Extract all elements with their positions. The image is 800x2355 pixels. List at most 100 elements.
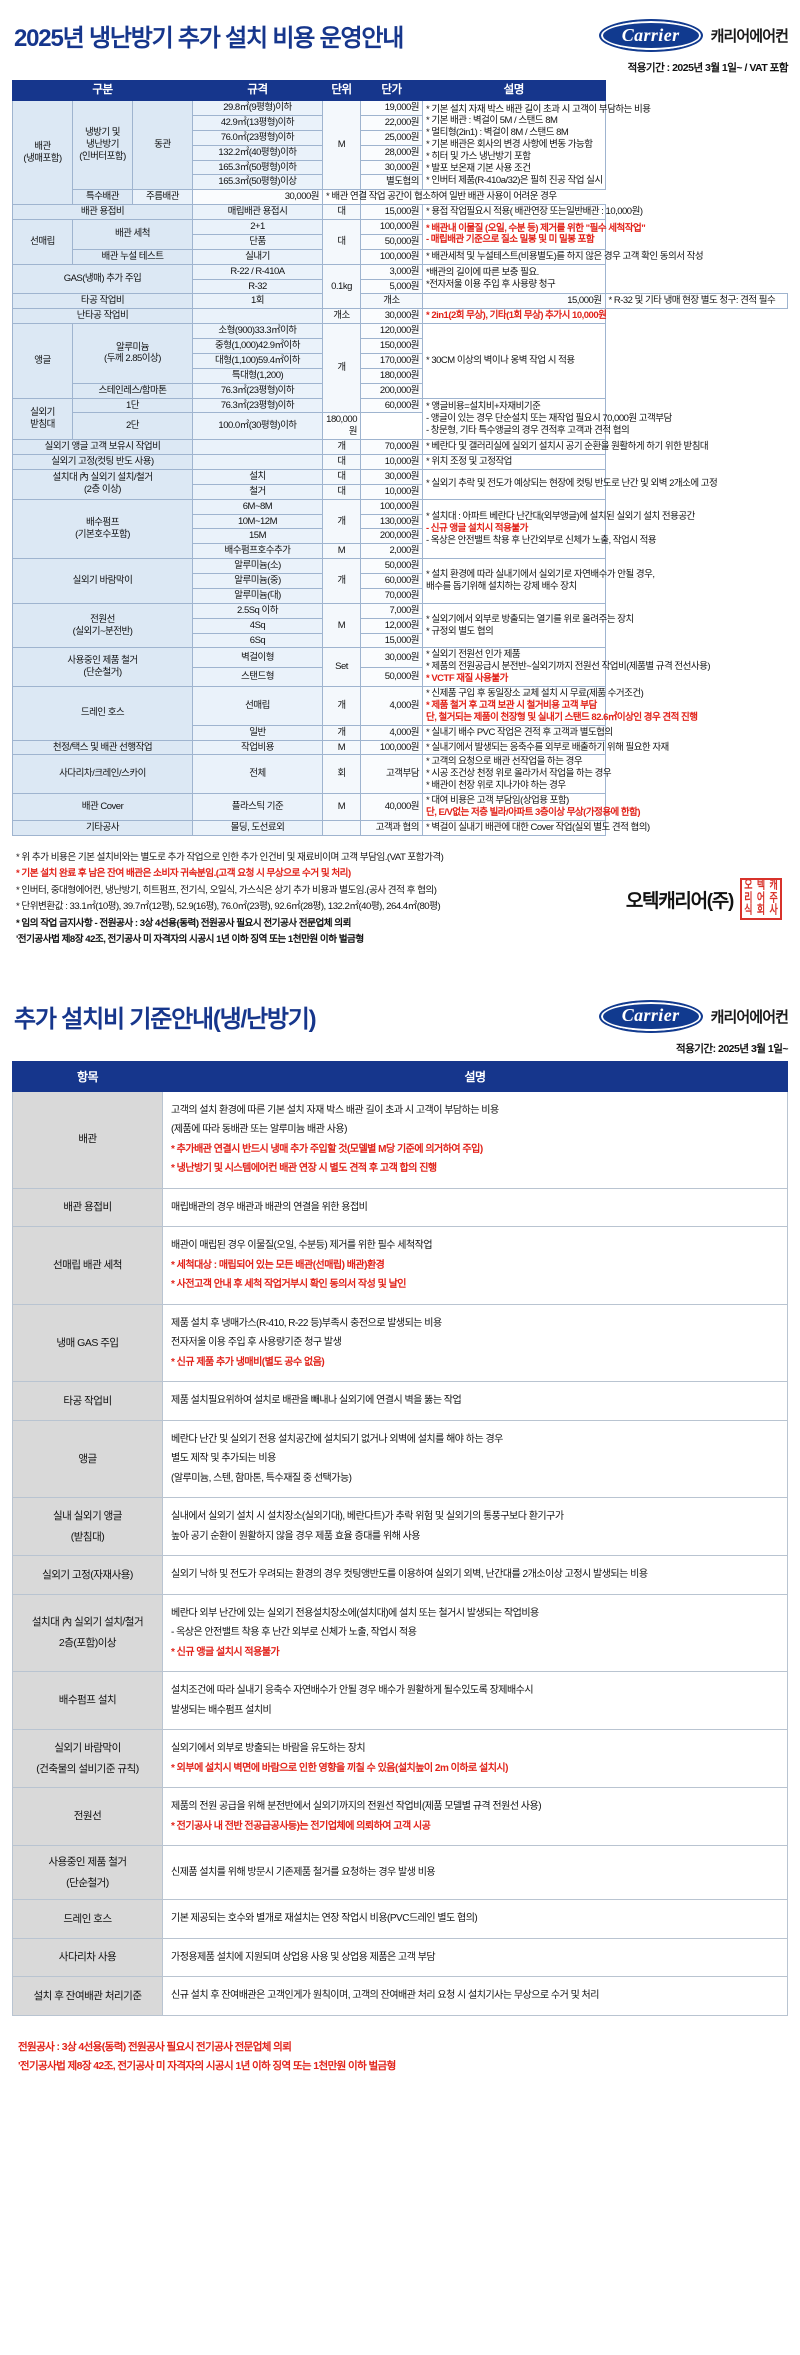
- cell-price: 30,000원: [360, 468, 423, 485]
- table-row: 앵글 베란다 난간 및 실외기 전용 설치공간에 설치되기 없거나 외벽에 설치를…: [12, 1419, 788, 1499]
- cell-item: 냉매 GAS 주입: [12, 1303, 163, 1383]
- table-row: 배관 Cover 플라스틱 기준 M 40,000원 * 대여 비용은 고객 부담임(상…: [12, 793, 788, 821]
- cell-description: 실내에서 실외기 설치 시 설치장소(실외기대), 베란다트)가 추락 위험 및…: [162, 1497, 788, 1557]
- cell-item: 선매립 배관 세척: [12, 1226, 163, 1305]
- cell-item: 사용중인 제품 철거 (단순철거): [12, 1845, 163, 1901]
- cell-price: 100,000원: [360, 219, 423, 235]
- cell-subcategory: 스테인레스/함마톤: [72, 382, 193, 399]
- cell-spec: 알루미늄(소): [192, 558, 323, 574]
- cell-price: 200,000원: [360, 382, 423, 399]
- cell-spec: 6Sq: [192, 632, 323, 649]
- table-row: 실외기 고정(컷팅 반도 사용) 대 10,000원 * 위치 조정 및 고정작업: [12, 454, 788, 470]
- table-row: 난타공 작업비 개소 30,000원 * 2in1(2회 무상), 기타(1회 무상)…: [12, 308, 788, 325]
- table-row: 실외기 바람막이 (건축물의 설비기준 규칙) 실외기에서 외부로 방출되는 바람을…: [12, 1729, 788, 1789]
- cell-spec: 스탠드형: [192, 666, 323, 688]
- section1-title: 2025년 냉난방기 추가 설치 비용 운영안내: [14, 25, 404, 52]
- cell-description: 설치조건에 따라 실내기 응축수 자연배수가 안될 경우 배수가 원활하게 될수…: [162, 1671, 788, 1731]
- table-row: 132.2㎡(40평형)이하 28,000원: [13, 144, 788, 161]
- cell-spec: 매립배관 용접시: [192, 204, 323, 220]
- cell-subsubcategory: 동관: [132, 99, 193, 191]
- section1-notes: * 위 추가 비용은 기본 설치비와는 별도로 추가 작업으로 인한 추가 인건…: [16, 850, 444, 949]
- cell-subsubcategory: 특수배관: [72, 189, 133, 206]
- table-row: 스테인레스/함마톤 76.3㎡(23평형)이하 200,000원: [13, 382, 788, 399]
- note-line: * 인버터, 중대형에어컨, 냉난방기, 히트펌프, 전기식, 오일식, 가스식…: [16, 884, 437, 896]
- cell-item: 설치 후 잔여배관 처리기준: [12, 1976, 163, 2016]
- cell-spec: 100.0㎡(30평형)이하: [192, 412, 323, 441]
- cell-item: 앵글: [12, 1419, 163, 1499]
- cell-description: * 실내기에서 발생되는 응축수를 외부로 배출하기 위해 필요한 자재: [422, 739, 669, 756]
- table-row: 드레인 호스 기본 제공되는 호수와 별개로 재설치는 연장 작업시 비용(PVC…: [12, 1899, 788, 1939]
- table-row: 설치 후 잔여배관 처리기준 신규 설치 후 잔여배관은 고객인게가 원칙이며, …: [12, 1976, 788, 2016]
- cell-category: 배수펌프 (기본호수포함): [12, 498, 193, 560]
- cell-description: * 베란다 및 갤러리실에 실외기 설치시 공기 순환을 원활하게 하기 위한 …: [422, 439, 709, 455]
- cell-description: 배관이 매립된 경우 이물질(오일, 수분등) 제거를 위한 필수 세척작업 * …: [162, 1226, 788, 1305]
- section2-footer-note: 전원공사 : 3상 4선용(동력) 전원공사 필요시 전기공사 전문업체 의뢰 '…: [0, 2016, 800, 2093]
- col2-item: 항목: [12, 1060, 163, 1092]
- table-row: 철거 대 10,000원: [13, 483, 788, 500]
- cell-price: 2,000원: [360, 543, 423, 560]
- cell-category: GAS(냉매) 추가 주입: [12, 263, 193, 295]
- cell-category: 난타공 작업비: [12, 308, 193, 325]
- cell-price: 150,000원: [360, 338, 423, 354]
- cell-price: 30,000원: [360, 308, 423, 325]
- cell-price: 200,000원: [360, 528, 423, 545]
- table-row: GAS(냉매) 추가 주입 R-22 / R-410A 0.1kg 3,000원 *배관…: [12, 263, 788, 310]
- cell-description: 신규 설치 후 잔여배관은 고객인게가 원칙이며, 고객의 잔여배관 처리 요청…: [162, 1976, 788, 2016]
- cell-price: 50,000원: [360, 558, 423, 574]
- cell-description: * 고객의 요청으로 배관 선작업을 하는 경우 * 시공 조건상 천정 위로 올…: [422, 754, 612, 794]
- cell-price: 100,000원: [360, 739, 423, 756]
- cell-unit: [322, 819, 361, 836]
- cell-category: 사다리차/크레인/스카이: [12, 754, 193, 794]
- carrier-logo-2: Carrier 캐리어에어컨: [598, 999, 789, 1033]
- cell-description: * 실내기 배수 PVC 작업은 견적 후 고객과 별도협의: [422, 724, 613, 741]
- cell-spec: 특대형(1,200): [192, 367, 323, 384]
- section1-period: 적용기간 : 2025년 3월 1일~ / VAT 포함: [627, 62, 789, 74]
- table-row: 배관 고객의 설치 환경에 따른 기본 설치 자재 박스 배관 길이 초과 시 고…: [12, 1090, 788, 1189]
- footer-line: 전원공사 : 3상 4선용(동력) 전원공사 필요시 전기공사 전문업체 의뢰: [18, 2040, 292, 2053]
- col-category: 구분: [12, 80, 193, 101]
- table-row: 배관 용접비 매립배관의 경우 배관과 배관의 연결을 위한 용접비: [12, 1187, 788, 1228]
- cell-spec: 76.3㎡(23평형)이하: [192, 382, 323, 399]
- table-row: 실외기 바람막이 알루미늄(소) 개 50,000원 * 설치 환경에 따라 실내기에서…: [12, 558, 788, 604]
- cell-item: 드레인 호스: [12, 1899, 163, 1939]
- cell-description: * 신제품 구입 후 동일장소 교체 설치 시 무료(제품 수거조건) * 제품 …: [422, 686, 698, 726]
- cell-unit: 0.1kg: [322, 263, 361, 310]
- cell-item: 실내 실외기 앵글 (받침대): [12, 1497, 163, 1557]
- table-row: 설치대 內 실외기 설치/철거 (2층 이상) 설치 대 30,000원 * 실외기 추락…: [12, 468, 788, 500]
- cell-price: 25,000원: [360, 129, 423, 146]
- cell-item: 실외기 고정(자재사용): [12, 1555, 163, 1595]
- cell-unit: 개소: [360, 293, 423, 310]
- cell-unit: 대: [322, 468, 361, 485]
- col2-description: 설명: [162, 1060, 788, 1092]
- table-row: 배수펌프 (기본호수포함) 6M~8M 개 100,000원 * 설치대 : 아파트 베란…: [12, 498, 788, 560]
- cell-price: 15,000원: [360, 204, 423, 220]
- cell-spec: 132.2㎡(40평형)이하: [192, 144, 323, 161]
- cell-spec: 76.0㎡(23평형)이하: [192, 129, 323, 146]
- cell-item: 배수펌프 설치: [12, 1671, 163, 1731]
- cell-price: 70,000원: [360, 587, 423, 604]
- document-page: 2025년 냉난방기 추가 설치 비용 운영안내 Carrier 캐리어에어컨 …: [0, 19, 800, 2093]
- cell-unit: 개: [322, 724, 361, 741]
- cell-item: 배관 용접비: [12, 1187, 163, 1228]
- cell-spec: 선매립: [192, 686, 323, 726]
- cell-subcategory: 1단: [72, 397, 193, 414]
- cell-unit: Set: [322, 647, 361, 687]
- cell-unit: 개: [322, 439, 361, 455]
- cell-category: 기타공사: [12, 819, 193, 836]
- cell-price: 28,000원: [360, 144, 423, 161]
- table-row: 실내 실외기 앵글 (받침대) 실내에서 실외기 설치 시 설치장소(실외기대), …: [12, 1497, 788, 1557]
- cell-spec: 6M~8M: [192, 498, 323, 515]
- cell-category: 배관 (냉매포함): [12, 99, 73, 206]
- table-row: 스탠드형 50,000원: [13, 666, 788, 688]
- cell-spec: 설치: [192, 468, 323, 485]
- cell-price: 180,000원: [360, 367, 423, 384]
- cell-price: 60,000원: [360, 573, 423, 589]
- cell-description: * 실외기 전원선 인가 제품 * 제품의 전원공급시 분전반~실외기까지 전원선…: [422, 647, 710, 687]
- carrier-oval-icon: Carrier: [598, 19, 703, 52]
- col-spec: 규격: [192, 80, 323, 101]
- cell-item: 배관: [12, 1090, 163, 1189]
- table-row: 배관 누설 테스트 실내기 100,000원 * 배관세척 및 누설테스트(비용별도)…: [13, 248, 788, 265]
- cell-price: 10,000원: [360, 454, 423, 470]
- cell-category: 타공 작업비: [12, 293, 193, 310]
